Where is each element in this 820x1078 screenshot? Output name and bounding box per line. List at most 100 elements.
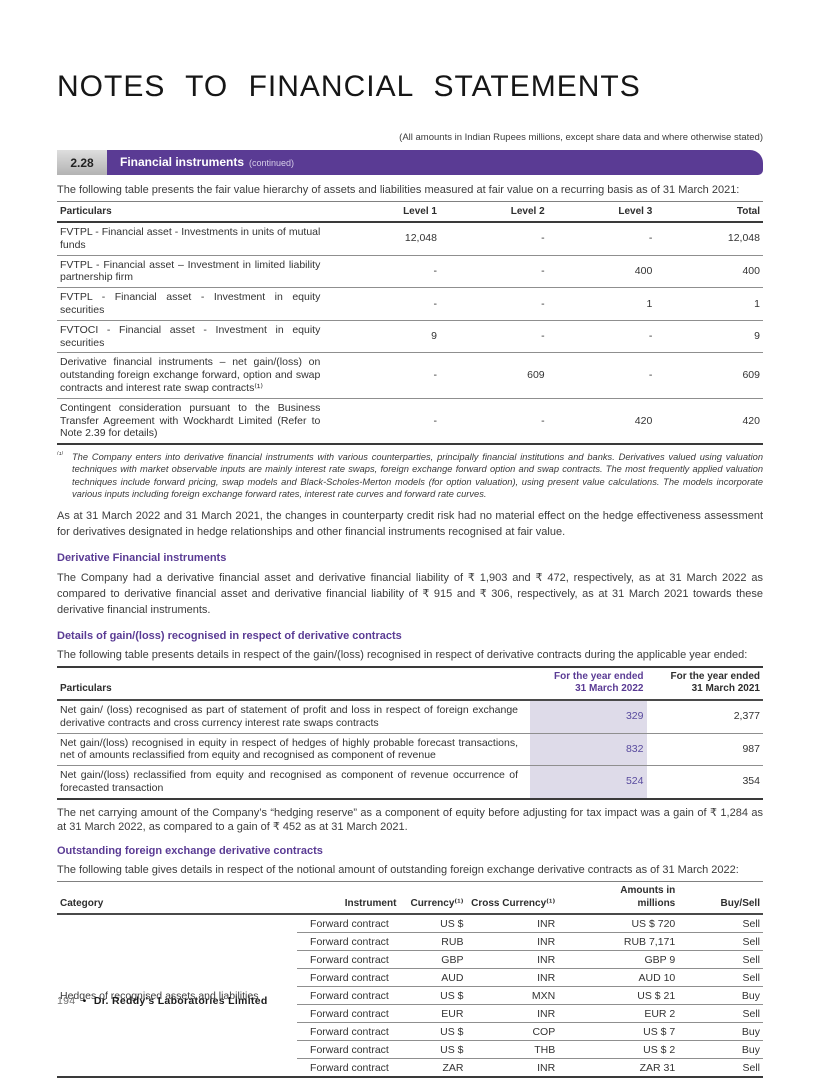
level2-cell: -	[440, 320, 548, 354]
instrument-cell: Forward contract	[297, 968, 400, 988]
gain-loss-table-intro: The following table presents details in …	[57, 648, 748, 661]
particulars-cell: Contingent consideration pursuant to the…	[57, 398, 333, 445]
instrument-cell: Forward contract	[297, 1040, 400, 1060]
fair-value-row: FVTPL - Financial asset - Investment in …	[57, 287, 763, 321]
derivative-instruments-paragraph: The Company had a derivative financial a…	[57, 572, 763, 616]
particulars-cell: Net gain/ (loss) recognised as part of s…	[57, 699, 531, 734]
particulars-cell: FVTPL - Financial asset – Investment in …	[57, 255, 333, 289]
col-header-instrument: Instrument	[297, 881, 400, 916]
level2-cell: -	[440, 255, 548, 289]
level3-cell: 420	[547, 398, 656, 445]
heading-outstanding-fx-contracts: Outstanding foreign exchange derivative …	[57, 845, 323, 858]
col-header-category: Category	[57, 881, 298, 916]
section-continued-label: (continued)	[249, 158, 295, 168]
hedging-reserve-paragraph: The net carrying amount of the Company’s…	[57, 806, 763, 833]
col-header-currency: Currency⁽¹⁾	[399, 881, 467, 916]
header-row: Category Instrument Currency⁽¹⁾ Cross Cu…	[57, 881, 763, 916]
credit-risk-paragraph: As at 31 March 2022 and 31 March 2021, t…	[57, 510, 763, 539]
fy2022-value-cell: 832	[530, 733, 647, 767]
fair-value-hierarchy-table: Particulars Level 1 Level 2 Level 3 Tota…	[57, 201, 763, 446]
col-header-particulars: Particulars	[57, 201, 333, 223]
col-header-total: Total	[655, 201, 763, 223]
total-cell: 12,048	[655, 222, 763, 256]
total-cell: 9	[655, 320, 763, 354]
heading-derivative-financial-instruments: Derivative Financial instruments	[57, 552, 227, 565]
col-header-fy2022: For the year ended 31 March 2022	[530, 665, 647, 701]
fair-value-row: Contingent consideration pursuant to the…	[57, 398, 763, 445]
gain-loss-row: Net gain/ (loss) recognised as part of s…	[57, 699, 763, 734]
currency-cell: RUB	[399, 932, 467, 952]
section-banner-bar: Financial instruments (continued)	[107, 150, 763, 175]
amount-cell: ZAR 31	[558, 1058, 679, 1078]
fair-value-row: FVTOCI - Financial asset - Investment in…	[57, 320, 763, 354]
header-row: Particulars For the year ended 31 March …	[57, 665, 763, 701]
buy-sell-cell: Buy	[678, 986, 763, 1006]
footnote-text: The Company enters into derivative finan…	[72, 452, 763, 499]
cross-currency-cell: INR	[466, 932, 559, 952]
level1-cell: -	[332, 398, 440, 445]
buy-sell-cell: Sell	[678, 968, 763, 988]
col-header-particulars: Particulars	[57, 665, 531, 701]
currency-cell: US $	[399, 1022, 467, 1042]
amount-cell: US $ 2	[558, 1040, 679, 1060]
level3-cell: 400	[547, 255, 656, 289]
fx-contract-row: Forward contract RUB INR RUB 7,171 Sell	[57, 932, 763, 952]
category-cell: Hedges of recognised assets and liabilit…	[60, 989, 259, 1002]
fair-value-row: Derivative financial instruments – net g…	[57, 352, 763, 399]
level2-cell: -	[440, 222, 548, 256]
amount-cell: US $ 7	[558, 1022, 679, 1042]
heading-gain-loss-details: Details of gain/(loss) recognised in res…	[57, 629, 402, 642]
gain-loss-row: Net gain/(loss) reclassified from equity…	[57, 765, 763, 800]
currency-cell: US $	[399, 986, 467, 1006]
cross-currency-cell: MXN	[466, 986, 559, 1006]
company-name: Dr. Reddy's Laboratories Limited	[93, 995, 268, 1007]
cross-currency-cell: INR	[466, 968, 559, 988]
amounts-disclaimer: (All amounts in Indian Rupees millions, …	[399, 132, 763, 143]
buy-sell-cell: Sell	[678, 932, 763, 952]
instrument-cell: Forward contract	[297, 1022, 400, 1042]
fair-value-table-header: Particulars Level 1 Level 2 Level 3 Tota…	[57, 201, 763, 223]
level3-cell: 1	[547, 287, 656, 321]
buy-sell-cell: Sell	[678, 914, 763, 934]
particulars-cell: FVTPL - Financial asset - Investments in…	[57, 222, 333, 256]
total-cell: 1	[655, 287, 763, 321]
fy2021-value-cell: 354	[646, 765, 763, 800]
amount-cell: EUR 2	[558, 1004, 679, 1024]
cross-currency-cell: INR	[466, 1058, 559, 1078]
fx-contract-row: Forward contract AUD INR AUD 10 Sell	[57, 968, 763, 988]
instrument-cell: Forward contract	[297, 1004, 400, 1024]
amount-cell: RUB 7,171	[558, 932, 679, 952]
level1-cell: 12,048	[332, 222, 440, 256]
instrument-cell: Forward contract	[297, 914, 400, 934]
page-title: NOTES TO FINANCIAL STATEMENTS	[57, 70, 641, 103]
currency-cell: GBP	[399, 950, 467, 970]
fy2021-value-cell: 987	[646, 733, 763, 767]
buy-sell-cell: Sell	[678, 1004, 763, 1024]
section-banner: 2.28 Financial instruments (continued)	[57, 150, 763, 175]
total-cell: 400	[655, 255, 763, 289]
instrument-cell: Forward contract	[297, 986, 400, 1006]
total-cell: 609	[655, 352, 763, 399]
page-footer: 194 • Dr. Reddy's Laboratories Limited	[57, 995, 268, 1007]
gain-loss-row: Net gain/(loss) recognised in equity in …	[57, 733, 763, 767]
cross-currency-cell: THB	[466, 1040, 559, 1060]
gain-loss-table: Particulars For the year ended 31 March …	[57, 665, 763, 800]
footer-bullet: •	[82, 995, 87, 1007]
fx-table-intro: The following table gives details in res…	[57, 864, 739, 877]
gain-loss-table-header: Particulars For the year ended 31 March …	[57, 665, 763, 701]
currency-cell: ZAR	[399, 1058, 467, 1078]
col-header-buy-sell: Buy/Sell	[678, 881, 763, 916]
level1-cell: 9	[332, 320, 440, 354]
currency-cell: EUR	[399, 1004, 467, 1024]
fair-value-row: FVTPL - Financial asset – Investment in …	[57, 255, 763, 289]
cross-currency-cell: INR	[466, 1004, 559, 1024]
cross-currency-cell: INR	[466, 950, 559, 970]
footnote-marker: ⁽¹⁾	[57, 450, 64, 460]
level1-cell: -	[332, 287, 440, 321]
level2-cell: -	[440, 398, 548, 445]
level2-cell: 609	[440, 352, 548, 399]
cross-currency-cell: COP	[466, 1022, 559, 1042]
header-row: Particulars Level 1 Level 2 Level 3 Tota…	[57, 201, 763, 223]
buy-sell-cell: Sell	[678, 950, 763, 970]
